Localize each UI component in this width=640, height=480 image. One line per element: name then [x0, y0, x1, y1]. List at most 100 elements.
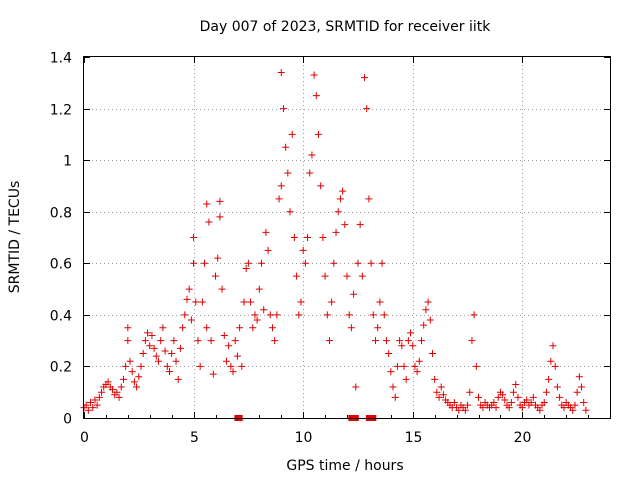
data-point — [323, 311, 331, 319]
data-point — [108, 386, 116, 394]
data-point — [89, 404, 97, 412]
data-point — [148, 331, 156, 339]
data-point — [218, 285, 226, 293]
data-point — [172, 357, 180, 365]
y-tick-label: 0.4 — [50, 309, 72, 325]
data-point — [365, 195, 373, 203]
data-point — [198, 298, 206, 306]
data-point — [578, 383, 586, 391]
data-point — [205, 218, 213, 226]
data-point — [225, 342, 233, 350]
data-point — [220, 331, 228, 339]
data-point — [510, 388, 518, 396]
data-point — [415, 357, 423, 365]
data-point — [560, 404, 568, 412]
data-point — [472, 362, 480, 370]
data-point — [363, 105, 371, 113]
data-point — [207, 337, 215, 345]
data-point — [407, 329, 415, 337]
data-point — [187, 316, 195, 324]
data-point — [168, 350, 176, 358]
data-point — [260, 306, 268, 314]
data-point — [277, 68, 285, 76]
data-point — [389, 383, 397, 391]
axis-ticks: 0 5 10 15 20 0 0.2 0.4 0.6 0.8 1 1.2 1.4 — [50, 51, 610, 446]
data-point — [268, 324, 276, 332]
data-point — [190, 234, 198, 241]
data-point — [580, 399, 588, 407]
plot-frame — [83, 56, 611, 419]
data-point — [529, 393, 537, 401]
data-point — [315, 130, 323, 138]
data-point — [282, 143, 290, 151]
data-point — [479, 404, 487, 412]
data-point — [150, 344, 158, 352]
data-point — [238, 362, 246, 370]
data-point — [126, 357, 134, 365]
data-point — [194, 337, 202, 345]
data-point — [179, 324, 187, 332]
data-point — [418, 337, 426, 345]
data-point — [113, 388, 121, 396]
data-point — [155, 357, 163, 365]
data-point — [233, 352, 241, 360]
data-point — [137, 362, 145, 370]
data-point — [253, 316, 261, 324]
data-point — [433, 388, 441, 396]
data-point — [332, 228, 340, 236]
data-point — [424, 298, 432, 306]
data-point — [159, 324, 167, 332]
data-point — [330, 259, 338, 267]
data-point — [275, 195, 283, 203]
data-point — [240, 298, 248, 306]
x-axis-label: GPS time / hours — [286, 458, 403, 474]
data-point — [209, 370, 217, 378]
data-point — [411, 362, 419, 370]
data-point — [212, 272, 219, 280]
data-point — [304, 234, 312, 241]
y-tick-label: 0 — [63, 412, 72, 428]
data-point — [288, 130, 296, 138]
data-point — [124, 324, 132, 332]
data-point — [98, 388, 106, 396]
data-point — [400, 362, 408, 370]
data-point — [133, 383, 141, 391]
data-point — [222, 357, 230, 365]
data-point — [512, 380, 520, 388]
data-point — [354, 259, 362, 267]
data-point — [378, 259, 386, 267]
data-point — [244, 259, 252, 267]
data-point — [328, 298, 336, 306]
data-point — [279, 105, 287, 113]
data-point — [468, 337, 476, 345]
data-point — [426, 316, 434, 324]
data-point — [371, 337, 379, 345]
data-point — [266, 311, 274, 319]
data-point — [264, 246, 272, 254]
grid-lines — [84, 57, 610, 418]
data-point — [393, 362, 401, 370]
data-point — [361, 74, 369, 82]
data-point — [398, 342, 406, 350]
data-point — [542, 388, 550, 396]
y-axis-label: SRMTID / TECUs — [7, 181, 23, 294]
data-points — [80, 68, 590, 421]
data-point — [475, 393, 482, 401]
data-point — [334, 208, 342, 216]
data-point — [299, 246, 307, 254]
y-tick-label: 1.2 — [50, 103, 72, 119]
data-point — [165, 368, 173, 376]
data-point — [84, 406, 92, 414]
data-point — [196, 362, 204, 370]
data-point — [297, 298, 305, 306]
data-point — [87, 399, 95, 407]
data-point — [146, 342, 154, 350]
data-point — [490, 399, 498, 407]
data-point — [115, 393, 123, 401]
data-point — [251, 311, 259, 319]
data-point — [356, 221, 364, 229]
data-point — [450, 399, 458, 407]
data-point — [141, 337, 149, 345]
data-point — [293, 272, 301, 280]
